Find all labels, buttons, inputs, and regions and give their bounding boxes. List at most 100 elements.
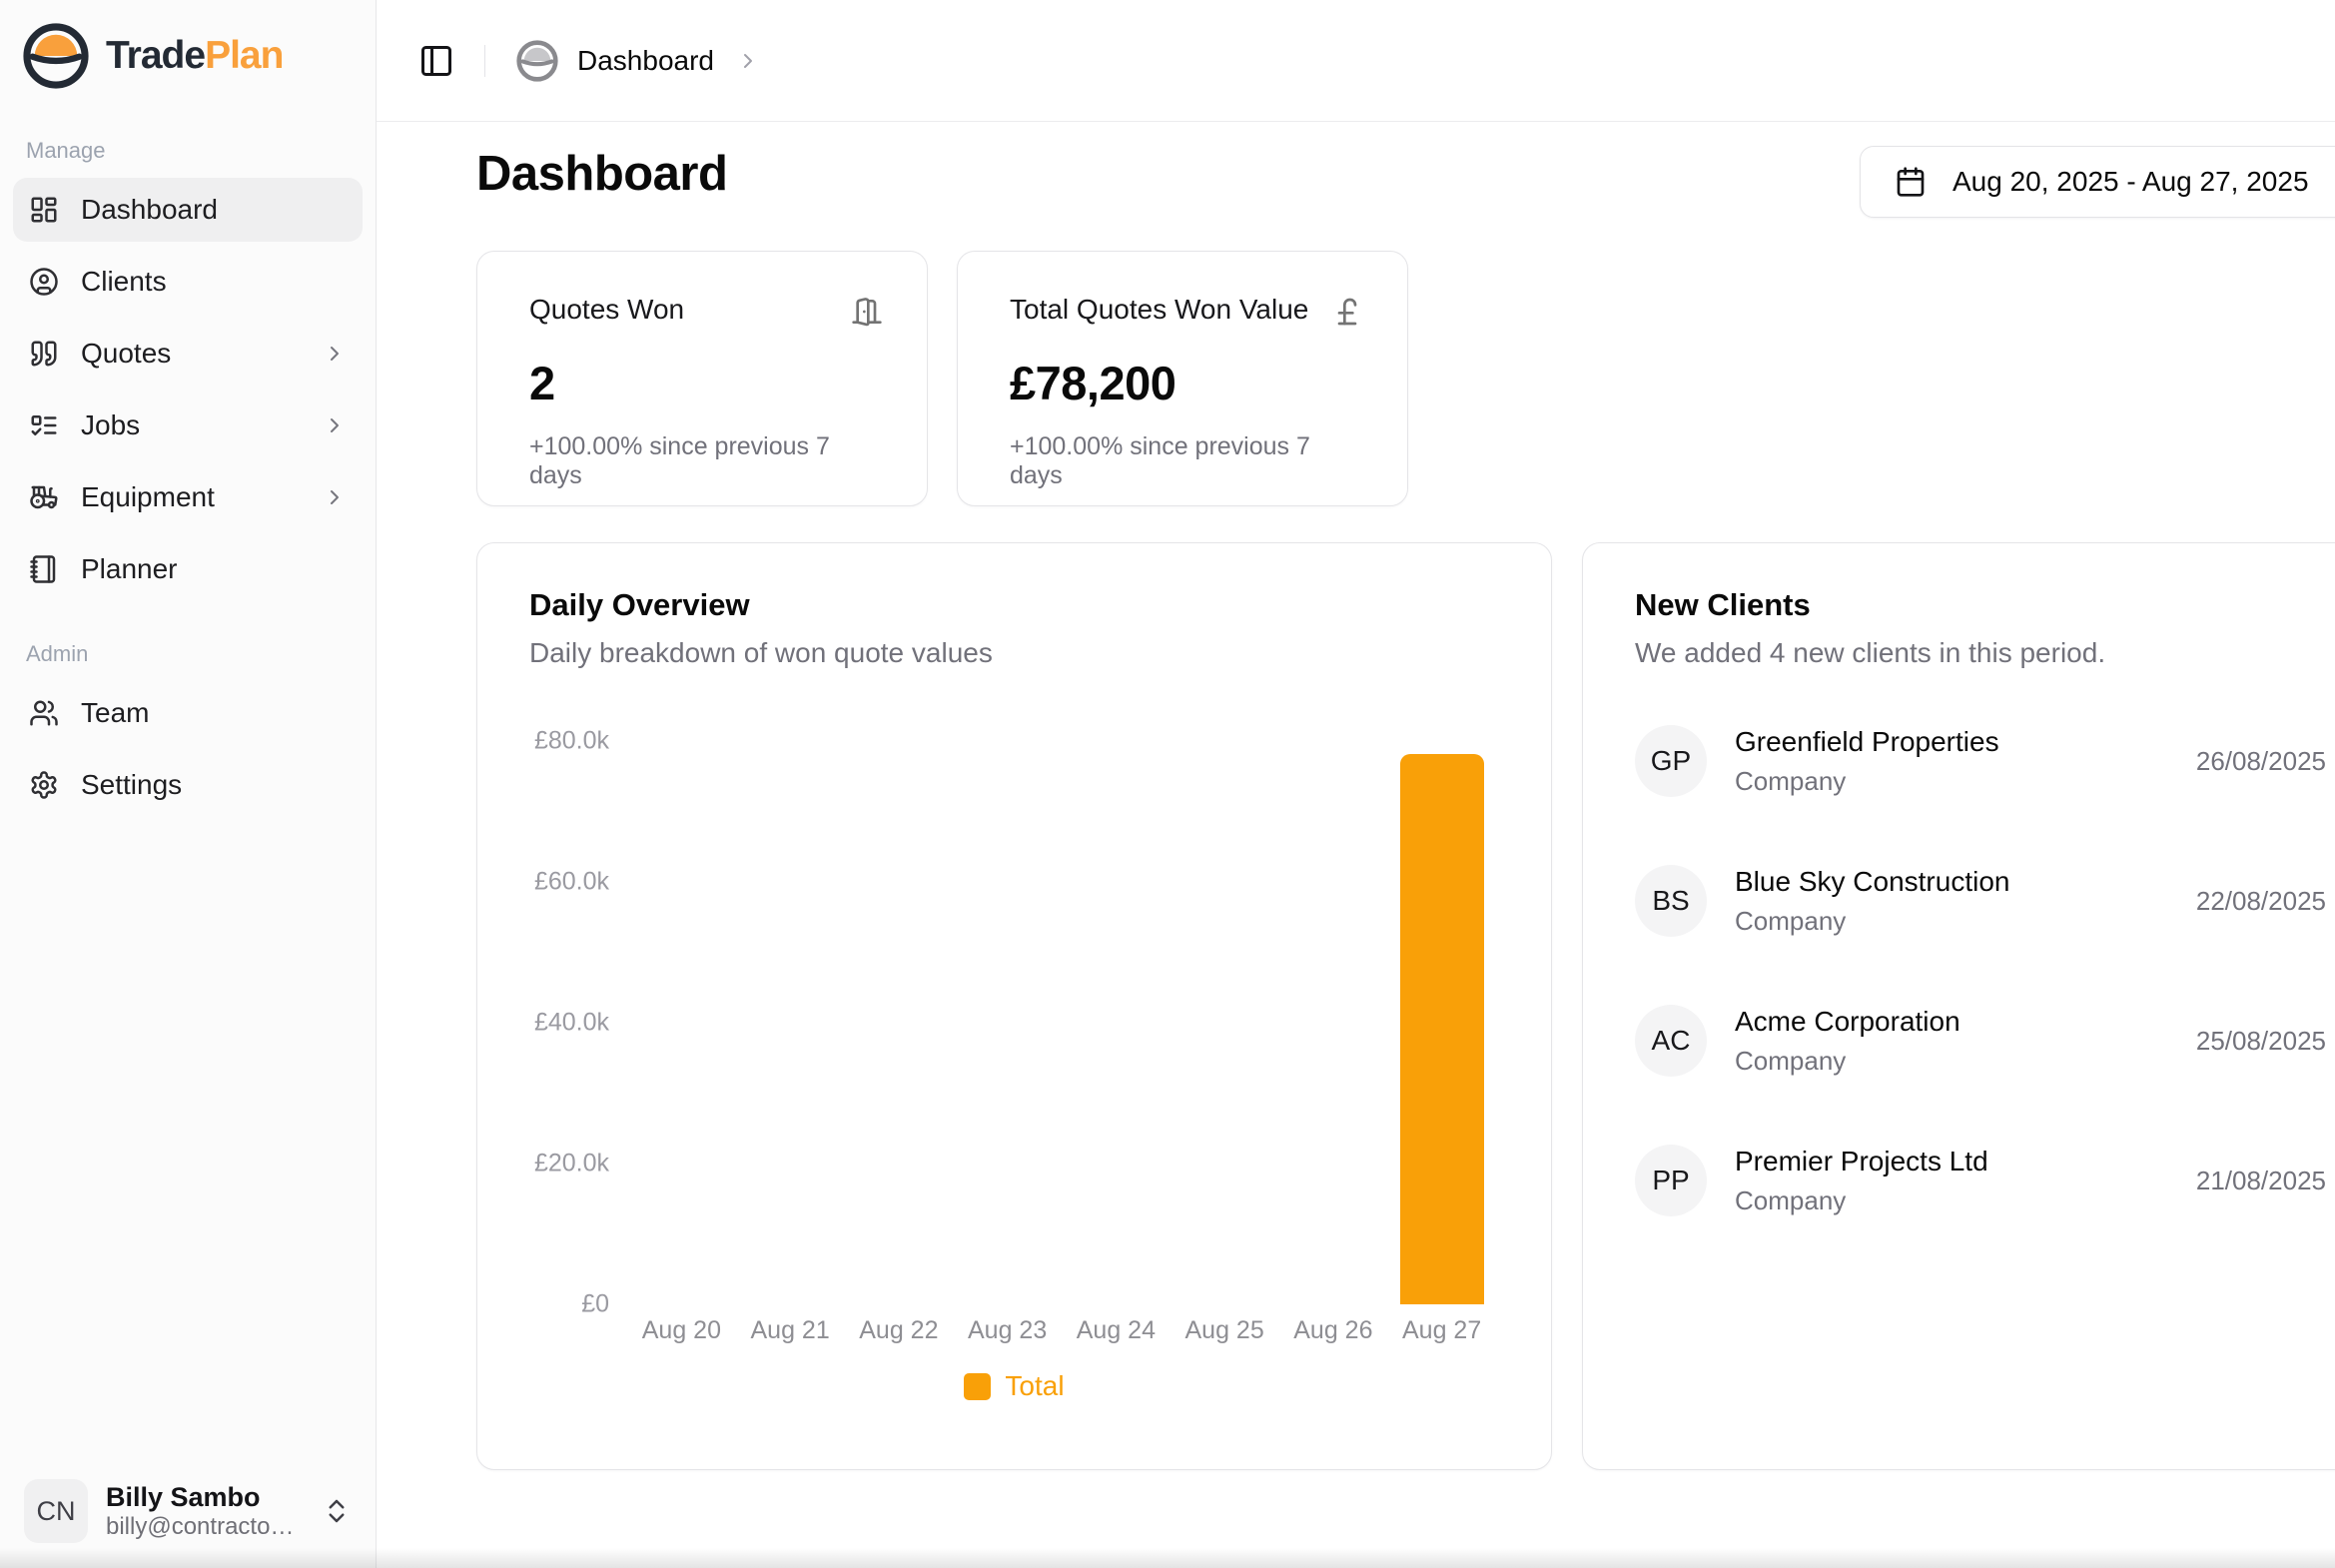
client-row-premier-projects-ltd: PP Premier Projects Ltd Company 21/08/2025: [1583, 1111, 2335, 1250]
sidebar-item-quotes[interactable]: Quotes: [13, 322, 363, 386]
chart-slot-aug-25: [1170, 741, 1279, 1304]
y-axis-tick: £40.0k: [533, 1008, 609, 1037]
layout-dashboard-icon: [29, 195, 59, 225]
brand-mark-gray-icon: [515, 39, 559, 83]
stat-card-total-value: Total Quotes Won Value £78,200 +100.00% …: [957, 251, 1408, 506]
sidebar-item-label: Clients: [81, 266, 167, 297]
breadcrumb[interactable]: Dashboard: [515, 39, 760, 83]
client-row-blue-sky-construction: BS Blue Sky Construction Company 22/08/2025: [1583, 831, 2335, 971]
y-axis-tick: £80.0k: [533, 726, 609, 755]
chevron-right-icon: [323, 342, 347, 366]
stat-value: £78,200: [1010, 357, 1176, 409]
stat-delta: +100.00% since previous 7 days: [1010, 432, 1310, 489]
client-row-acme-corporation: AC Acme Corporation Company 25/08/2025: [1583, 971, 2335, 1111]
legend-swatch: [964, 1372, 992, 1400]
x-axis-label: Aug 26: [1293, 1316, 1373, 1344]
client-date: 22/08/2025: [2195, 885, 2326, 916]
chart-subtitle: Daily breakdown of won quote values: [529, 637, 993, 668]
x-axis-label: Aug 22: [859, 1316, 939, 1344]
client-type: Company: [1735, 905, 1847, 936]
sidebar-section-label: Manage: [26, 138, 106, 163]
main-content: Dashboard Aug 20, 2025 - Aug 27, 2025 Qu…: [377, 122, 2335, 1568]
chart-slot-aug-22: [845, 741, 954, 1304]
users-icon: [29, 698, 59, 728]
sidebar-item-team[interactable]: Team: [13, 681, 363, 745]
settings-icon: [29, 770, 59, 800]
sidebar-item-label: Planner: [81, 553, 178, 584]
user-meta: Billy Sambo billy@contracto…: [106, 1482, 304, 1541]
x-axis-label: Aug 21: [750, 1316, 830, 1344]
chart-plot-area: [627, 741, 1496, 1304]
stat-label: Quotes Won: [529, 294, 685, 325]
circle-user-icon: [29, 267, 59, 297]
new-clients-list: GP Greenfield Properties Company 26/08/2025…: [1583, 691, 2335, 1250]
breadcrumb-label: Dashboard: [577, 44, 714, 76]
quote-icon: [29, 339, 59, 369]
sidebar-item-label: Quotes: [81, 338, 172, 369]
sidebar-item-label: Team: [81, 697, 150, 728]
x-axis-label: Aug 25: [1184, 1316, 1264, 1344]
chart-slot-aug-24: [1062, 741, 1170, 1304]
page-title: Dashboard: [476, 147, 728, 201]
x-axis-label: Aug 24: [1076, 1316, 1156, 1344]
legend-label: Total: [1005, 1370, 1065, 1401]
hardhat-logo-icon: [22, 22, 90, 90]
client-type: Company: [1735, 1184, 1847, 1215]
x-axis-label: Aug 27: [1402, 1316, 1482, 1344]
sidebar-section-label: Admin: [26, 641, 89, 666]
chart-legend[interactable]: Total: [477, 1370, 1551, 1402]
sidebar-item-label: Dashboard: [81, 194, 218, 225]
top-bar: Dashboard: [377, 0, 2335, 122]
sidebar-toggle-button[interactable]: [418, 43, 454, 79]
calendar-icon: [1895, 166, 1927, 198]
date-range-label: Aug 20, 2025 - Aug 27, 2025: [1952, 166, 2309, 197]
client-meta: Greenfield Properties Company: [1735, 726, 2168, 797]
chart-slot-aug-21: [736, 741, 845, 1304]
sidebar-item-settings[interactable]: Settings: [13, 753, 363, 817]
new-clients-title: New Clients: [1635, 587, 1811, 622]
client-name: Greenfield Properties: [1735, 725, 1999, 757]
chevron-right-icon: [323, 413, 347, 437]
chart-title: Daily Overview: [529, 587, 750, 622]
new-clients-card: New Clients We added 4 new clients in th…: [1582, 542, 2335, 1470]
stat-card-quotes-won: Quotes Won 2 +100.00% since previous 7 d…: [476, 251, 928, 506]
sidebar-item-label: Jobs: [81, 409, 141, 440]
sidebar-item-equipment[interactable]: Equipment: [13, 465, 363, 529]
bar-aug-27[interactable]: [1399, 753, 1484, 1304]
stat-label: Total Quotes Won Value: [1010, 294, 1309, 325]
avatar: CN: [24, 1479, 88, 1543]
sidebar-item-jobs[interactable]: Jobs: [13, 393, 363, 457]
client-name: Premier Projects Ltd: [1735, 1145, 1988, 1176]
chart-y-axis: £0 £20.0k £40.0k £60.0k £80.0k: [477, 727, 609, 1318]
client-date: 21/08/2025: [2195, 1165, 2326, 1195]
sidebar-nav: Manage Dashboard Clients Quotes Jobs Equipmen…: [0, 138, 376, 817]
client-name: Blue Sky Construction: [1735, 865, 2010, 897]
user-menu[interactable]: CN Billy Sambo billy@contracto…: [12, 1466, 364, 1556]
sidebar-item-dashboard[interactable]: Dashboard: [13, 178, 363, 242]
y-axis-tick: £0: [581, 1289, 609, 1318]
client-avatar: AC: [1635, 1005, 1707, 1077]
brand-name: TradePlan: [106, 34, 284, 77]
tractor-icon: [29, 482, 59, 512]
sidebar-item-planner[interactable]: Planner: [13, 537, 363, 601]
client-type: Company: [1735, 765, 1847, 796]
y-axis-tick: £20.0k: [533, 1149, 609, 1177]
user-name: Billy Sambo: [106, 1481, 261, 1512]
chevron-right-icon: [736, 49, 760, 73]
stat-value: 2: [529, 357, 555, 409]
chevrons-up-down-icon: [322, 1496, 352, 1526]
client-meta: Blue Sky Construction Company: [1735, 866, 2168, 937]
client-meta: Premier Projects Ltd Company: [1735, 1146, 2168, 1216]
client-date: 26/08/2025: [2195, 745, 2326, 776]
date-range-picker[interactable]: Aug 20, 2025 - Aug 27, 2025: [1860, 146, 2335, 218]
sidebar-item-clients[interactable]: Clients: [13, 250, 363, 314]
chart-slot-aug-27: [1387, 741, 1496, 1304]
sidebar-item-label: Equipment: [81, 481, 215, 512]
x-axis-label: Aug 20: [641, 1316, 721, 1344]
sidebar: TradePlan Manage Dashboard Clients Quotes Jo…: [0, 0, 377, 1568]
new-clients-subtitle: We added 4 new clients in this period.: [1635, 637, 2106, 668]
x-axis-label: Aug 23: [968, 1316, 1048, 1344]
sidebar-item-label: Settings: [81, 769, 183, 800]
chevron-right-icon: [323, 485, 347, 509]
client-date: 25/08/2025: [2195, 1025, 2326, 1056]
